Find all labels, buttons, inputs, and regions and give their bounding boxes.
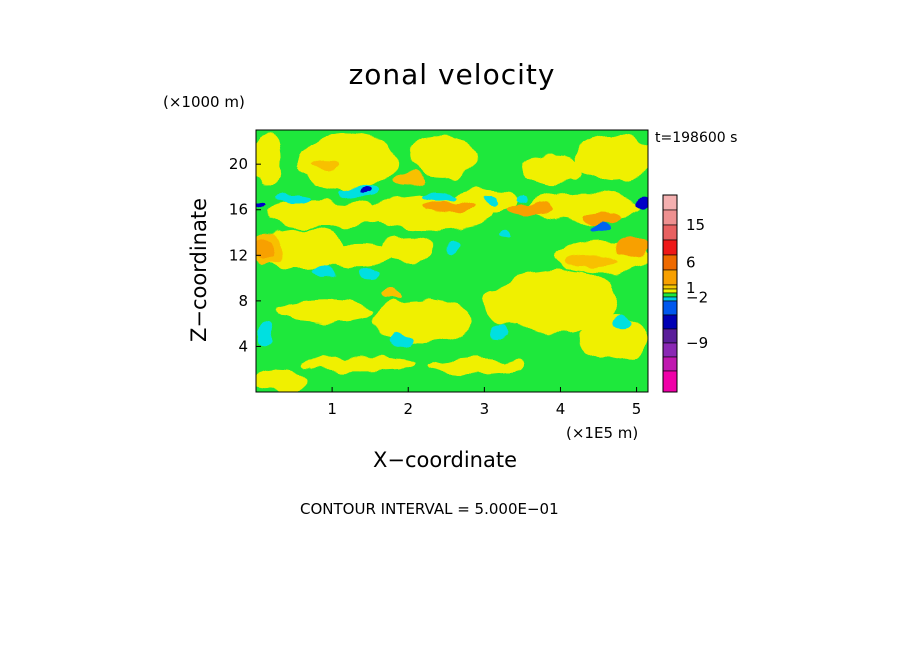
field-region-32: [495, 268, 618, 333]
field-region-23: [256, 239, 275, 258]
field-region-1: [297, 133, 397, 189]
field-region-36: [579, 314, 648, 361]
field-region-19: [256, 203, 264, 210]
field-region-16: [357, 187, 368, 194]
y-tick-label-4: 4: [238, 337, 248, 355]
field-region-46: [517, 194, 528, 203]
colorbar-label-2: 1: [686, 279, 696, 297]
colorbar-swatch-12: [662, 328, 678, 344]
field-region-43: [431, 358, 523, 374]
x-tick-label-3: 3: [480, 400, 490, 418]
colorbar-frame: [662, 194, 678, 393]
y-tick-label-16: 16: [229, 201, 248, 219]
colorbar-swatch-15: [662, 370, 678, 393]
colorbar-swatch-11: [662, 314, 678, 330]
field-region-33: [484, 284, 531, 326]
colorbar-swatch-10: [662, 300, 678, 316]
plot-frame: [255, 129, 649, 393]
field-region-14: [277, 194, 311, 205]
field-regions: [256, 133, 648, 392]
field-region-35: [275, 299, 374, 323]
contour-field: [256, 130, 648, 392]
x-axis-label: X−coordinate: [373, 448, 517, 472]
field-region-31: [446, 241, 462, 252]
field-region-42: [301, 356, 416, 371]
field-region-39: [389, 332, 413, 347]
field-region-24: [324, 243, 394, 267]
colorbar-swatch-14: [662, 356, 678, 372]
field-region-4: [522, 155, 584, 185]
y-tick-label-8: 8: [238, 292, 248, 310]
colorbar-swatch-5: [662, 269, 678, 286]
x-tick-label-1: 1: [327, 400, 337, 418]
field-region-6: [310, 159, 339, 172]
colorbar-swatch-7: [662, 288, 678, 294]
field-region-29: [313, 266, 336, 277]
field-region-11: [423, 201, 477, 214]
chart-title: zonal velocity: [348, 58, 556, 91]
y-axis-unit: (×1000 m): [163, 93, 245, 111]
field-region-37: [381, 290, 405, 301]
field-region-20: [637, 196, 648, 210]
field-region-2: [408, 134, 477, 178]
field-region-12: [507, 203, 553, 217]
field-region-41: [489, 325, 510, 336]
field-region-47: [501, 230, 514, 240]
time-annotation: t=198600 s: [655, 130, 738, 146]
colorbar-swatch-6: [662, 284, 678, 290]
x-tick-label-4: 4: [556, 400, 566, 418]
colorbar: 15 6 1−2 −9: [662, 194, 708, 393]
colorbar-label-0: 15: [686, 216, 705, 234]
field-region-40: [610, 314, 633, 329]
colorbar-swatch-8: [662, 292, 678, 298]
y-tick-label-12: 12: [229, 246, 248, 264]
field-region-13: [583, 212, 622, 224]
x-tick-label-2: 2: [403, 400, 413, 418]
field-region-38: [256, 323, 273, 345]
x-axis-unit: (×1E5 m): [566, 424, 639, 442]
colorbar-swatch-13: [662, 342, 678, 358]
x-tick-label-5: 5: [632, 400, 642, 418]
field-region-18: [587, 222, 610, 231]
colorbar-swatch-9: [662, 296, 678, 302]
field-region-25: [381, 238, 435, 261]
field-region-30: [359, 267, 381, 277]
colorbar-label-4: −9: [686, 334, 708, 352]
field-region-5: [391, 173, 425, 187]
field-region-0: [256, 133, 283, 184]
colorbar-swatch-3: [662, 239, 678, 256]
colorbar-swatch-4: [662, 254, 678, 271]
colorbar-swatch-0: [662, 194, 678, 211]
colorbar-swatch-1: [662, 209, 678, 226]
colorbar-swatch-2: [662, 224, 678, 241]
field-region-34: [373, 299, 473, 344]
colorbar-label-1: 6: [686, 254, 696, 272]
field-region-7: [263, 200, 386, 228]
y-tick-label-20: 20: [229, 155, 248, 173]
field-region-45: [485, 194, 499, 205]
colorbar-label-3: −2: [686, 288, 708, 306]
field-region-28: [616, 235, 648, 259]
contour-interval-note: CONTOUR INTERVAL = 5.000E−01: [300, 500, 559, 518]
field-region-27: [564, 254, 618, 268]
field-region-3: [575, 134, 648, 181]
field-region-44: [256, 369, 306, 392]
field-region-17: [421, 191, 456, 201]
